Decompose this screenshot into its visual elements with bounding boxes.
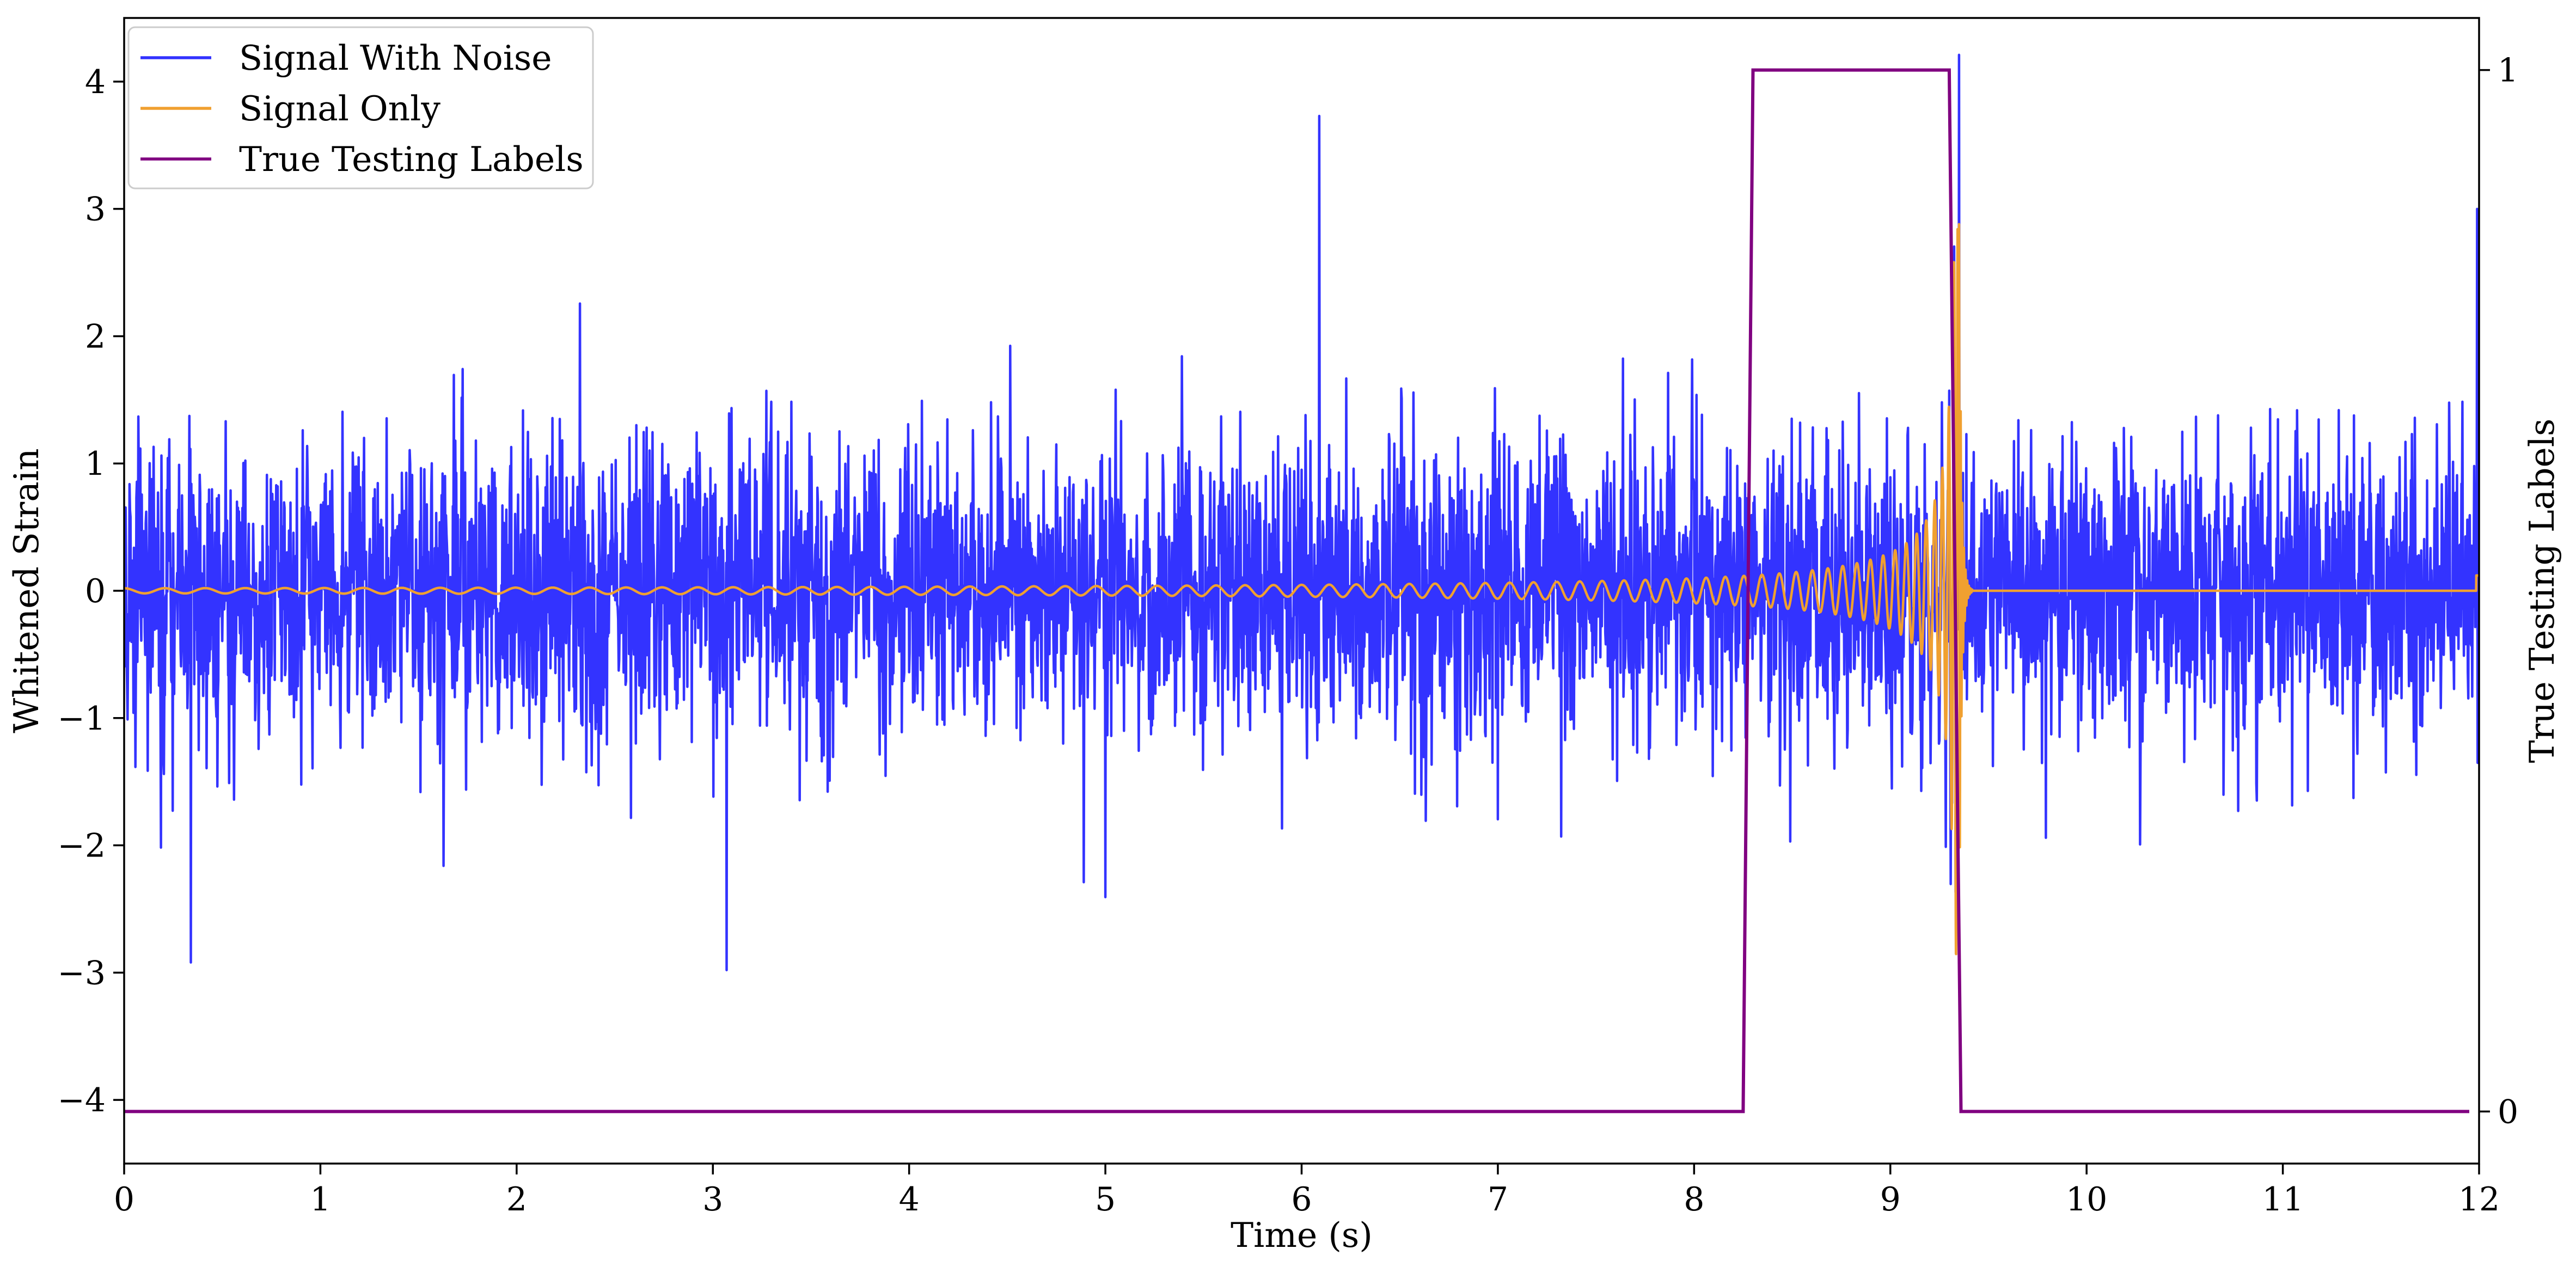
series-layer <box>124 53 2479 1113</box>
legend-entry-label: True Testing Labels <box>239 139 584 179</box>
x-tick-label: 12 <box>2458 1180 2500 1219</box>
x-tick-label: 2 <box>506 1180 527 1219</box>
x-tick-label: 11 <box>2262 1180 2303 1219</box>
y-right-tick-label: 0 <box>2498 1093 2518 1131</box>
legend-entry-label: Signal Only <box>239 89 440 128</box>
y-tick-label: −2 <box>58 827 106 865</box>
series-signal-with-noise-line <box>124 53 2479 971</box>
series-true-testing-labels-line <box>124 68 2469 1113</box>
series-signal-only-line <box>124 223 2479 956</box>
y-tick-label: 0 <box>85 572 106 610</box>
x-tick-label: 7 <box>1488 1180 1508 1219</box>
y-tick-label: 2 <box>85 317 106 356</box>
y-tick-label: 1 <box>85 445 106 483</box>
legend: Signal With Noise Signal Only True Testing… <box>127 26 594 189</box>
x-tick-label: 6 <box>1291 1180 1312 1219</box>
y-tick-label: 4 <box>85 63 106 101</box>
y-right-axis-title: True Testing Labels <box>2522 419 2562 763</box>
x-tick-label: 8 <box>1684 1180 1704 1219</box>
x-tick-label: 9 <box>1880 1180 1901 1219</box>
legend-box <box>127 26 594 189</box>
y-tick-label: −3 <box>58 954 106 992</box>
x-tick-label: 10 <box>2066 1180 2107 1219</box>
x-tick-label: 3 <box>702 1180 723 1219</box>
y-axis-title: Whitened Strain <box>7 448 46 733</box>
y-tick-label: −1 <box>58 700 106 738</box>
y-tick-label: 3 <box>85 191 106 229</box>
x-tick-label: 5 <box>1095 1180 1116 1219</box>
x-tick-label: 1 <box>310 1180 331 1219</box>
x-axis-title: Time (s) <box>1231 1215 1373 1255</box>
x-tick-label: 4 <box>899 1180 920 1219</box>
y-right-tick-label: 1 <box>2498 52 2518 90</box>
x-tick-label: 0 <box>114 1180 134 1219</box>
y-tick-label: −4 <box>58 1081 106 1119</box>
legend-entry-label: Signal With Noise <box>239 38 552 78</box>
